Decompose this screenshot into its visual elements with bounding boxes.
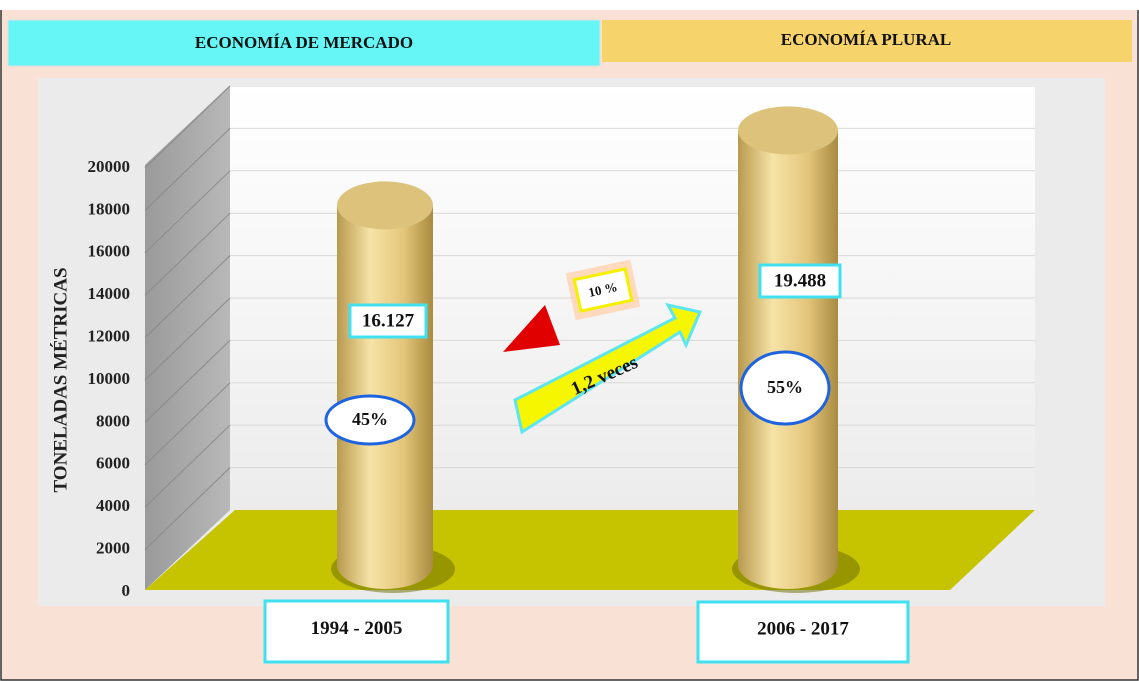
grid-line	[144, 85, 231, 169]
header-right	[602, 20, 1132, 62]
value-box	[758, 263, 842, 299]
share-label: 45%	[352, 409, 388, 429]
y-tick-label: 2000	[96, 539, 130, 558]
pct-label: 10 %	[587, 279, 619, 300]
grid-line	[144, 255, 231, 338]
grid-line	[144, 212, 231, 296]
grid-line	[144, 467, 231, 550]
grid-line	[144, 170, 231, 254]
grid-line	[144, 382, 231, 466]
value-label: 16.127	[362, 310, 415, 331]
y-tick-label: 4000	[96, 496, 130, 515]
y-tick-label: 10000	[88, 369, 131, 388]
y-tick-label: 12000	[88, 327, 131, 346]
header-left	[7, 19, 601, 67]
x-tick-label: 2006 - 2017	[757, 618, 849, 639]
header-left-text: ECONOMÍA DE MERCADO	[195, 33, 413, 52]
share-label: 55%	[767, 377, 803, 397]
header-right-text: ECONOMÍA PLURAL	[781, 30, 951, 49]
grid-line	[144, 340, 231, 423]
y-tick-label: 6000	[96, 454, 130, 473]
y-tick-label: 16000	[88, 242, 131, 261]
share-ellipse	[739, 350, 831, 426]
category-box	[696, 600, 910, 664]
bar-top	[738, 106, 838, 155]
bar-top	[337, 181, 433, 230]
top-strip	[0, 0, 1139, 10]
y-tick-label: 0	[122, 581, 131, 600]
grid-line	[144, 297, 231, 381]
y-tick-label: 8000	[96, 411, 130, 430]
value-box	[348, 303, 428, 339]
grid-line	[144, 128, 231, 211]
y-axis-label: TONELADAS MÉTRICAS	[49, 267, 71, 492]
y-tick-label: 14000	[88, 284, 131, 303]
side-wall	[145, 85, 230, 590]
category-box	[263, 599, 450, 664]
growth-arrow	[513, 302, 703, 435]
share-ellipse	[324, 394, 416, 446]
y-tick-label: 18000	[88, 199, 131, 218]
y-tick-label: 20000	[88, 157, 131, 176]
floor	[145, 510, 1035, 590]
grid-line	[144, 424, 231, 508]
value-label: 19.488	[774, 270, 826, 291]
pct-box	[572, 267, 634, 313]
x-tick-label: 1994 - 2005	[311, 618, 403, 639]
up-triangle	[503, 305, 560, 352]
